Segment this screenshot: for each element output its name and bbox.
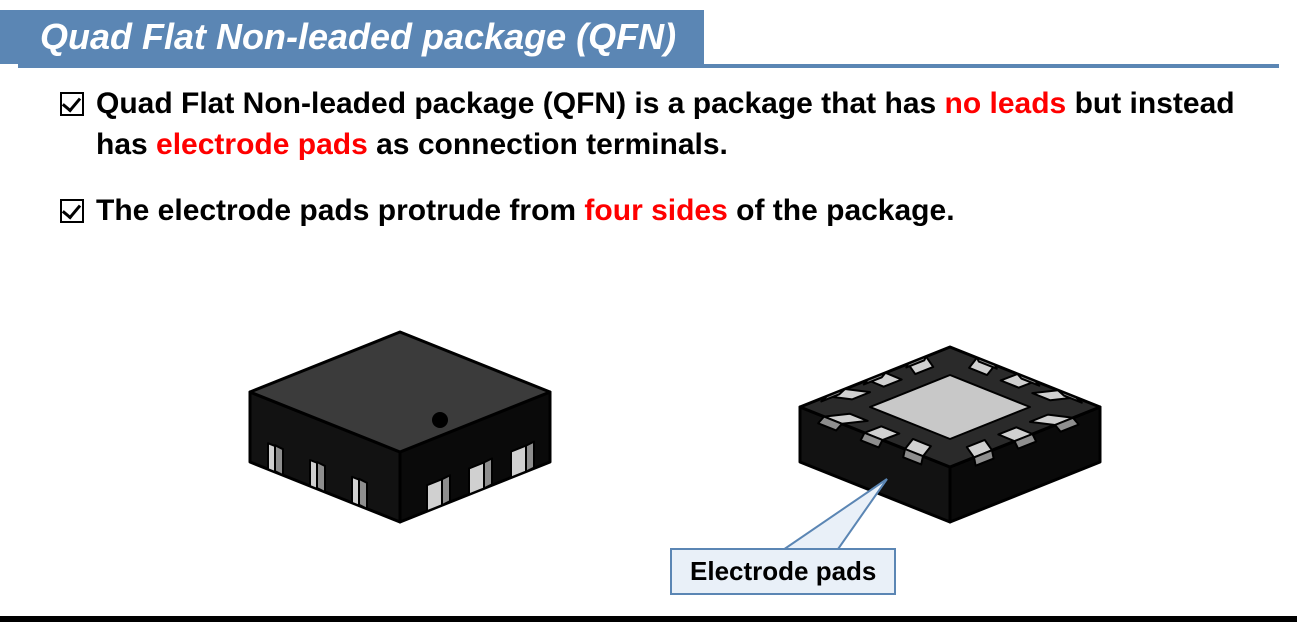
bullet-text: Quad Flat Non-leaded package (QFN) is a … [96,84,1237,165]
slide-root: Quad Flat Non-leaded package (QFN) Quad … [0,0,1297,622]
qfn-diagram-svg [0,292,1297,592]
check-icon [60,199,84,223]
title-underline [18,64,1279,68]
title-band: Quad Flat Non-leaded package (QFN) [0,10,704,64]
bullet-text: The electrode pads protrude from four si… [96,191,955,232]
bullet-list: Quad Flat Non-leaded package (QFN) is a … [60,84,1237,258]
bullet-item: Quad Flat Non-leaded package (QFN) is a … [60,84,1237,165]
figure-area [0,292,1297,592]
bottom-border [0,616,1297,622]
slide-title: Quad Flat Non-leaded package (QFN) [0,10,704,64]
check-icon [60,92,84,116]
bullet-item: The electrode pads protrude from four si… [60,191,1237,232]
callout-electrode-pads: Electrode pads [670,548,896,595]
